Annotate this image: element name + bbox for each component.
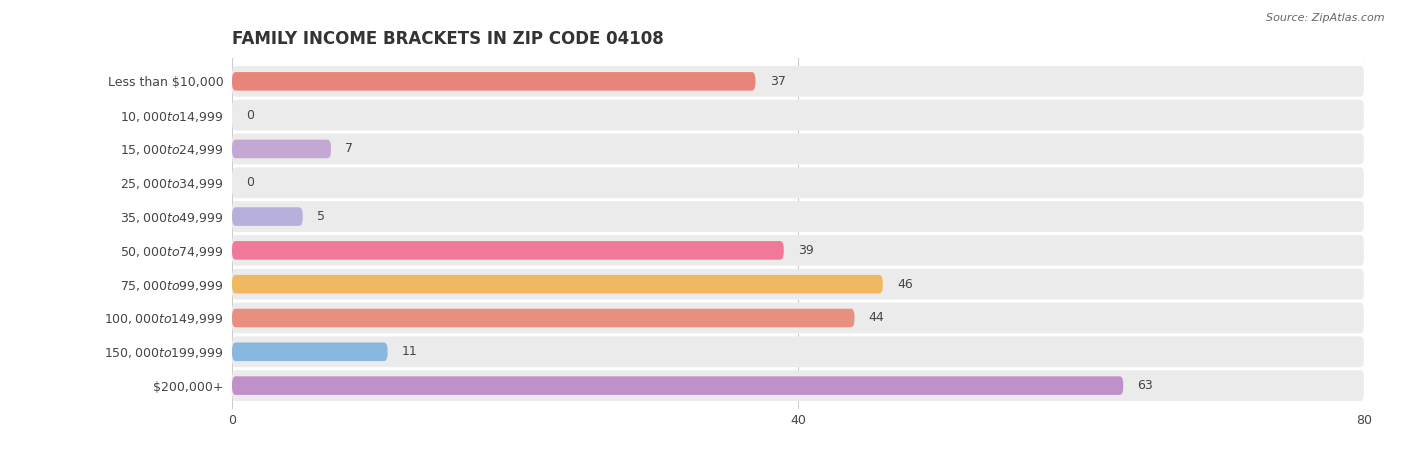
FancyBboxPatch shape <box>232 100 1364 131</box>
Text: 63: 63 <box>1137 379 1153 392</box>
Text: 39: 39 <box>799 244 814 257</box>
FancyBboxPatch shape <box>232 167 1364 198</box>
Text: 0: 0 <box>246 176 254 189</box>
Text: 7: 7 <box>346 142 353 155</box>
FancyBboxPatch shape <box>232 303 1364 333</box>
FancyBboxPatch shape <box>232 269 1364 299</box>
Text: 37: 37 <box>769 75 786 88</box>
Text: Source: ZipAtlas.com: Source: ZipAtlas.com <box>1267 13 1385 23</box>
Text: FAMILY INCOME BRACKETS IN ZIP CODE 04108: FAMILY INCOME BRACKETS IN ZIP CODE 04108 <box>232 31 664 48</box>
FancyBboxPatch shape <box>232 275 883 294</box>
FancyBboxPatch shape <box>232 201 1364 232</box>
Text: 11: 11 <box>402 345 418 358</box>
FancyBboxPatch shape <box>232 134 1364 164</box>
FancyBboxPatch shape <box>232 207 302 226</box>
FancyBboxPatch shape <box>232 343 388 361</box>
Text: 46: 46 <box>897 277 912 291</box>
FancyBboxPatch shape <box>232 241 783 260</box>
FancyBboxPatch shape <box>232 376 1123 395</box>
FancyBboxPatch shape <box>232 72 755 91</box>
FancyBboxPatch shape <box>232 370 1364 401</box>
Text: 0: 0 <box>246 109 254 122</box>
FancyBboxPatch shape <box>232 66 1364 97</box>
Text: 44: 44 <box>869 312 884 325</box>
FancyBboxPatch shape <box>232 140 330 158</box>
FancyBboxPatch shape <box>232 336 1364 367</box>
Text: 5: 5 <box>316 210 325 223</box>
FancyBboxPatch shape <box>232 235 1364 266</box>
FancyBboxPatch shape <box>232 309 855 327</box>
